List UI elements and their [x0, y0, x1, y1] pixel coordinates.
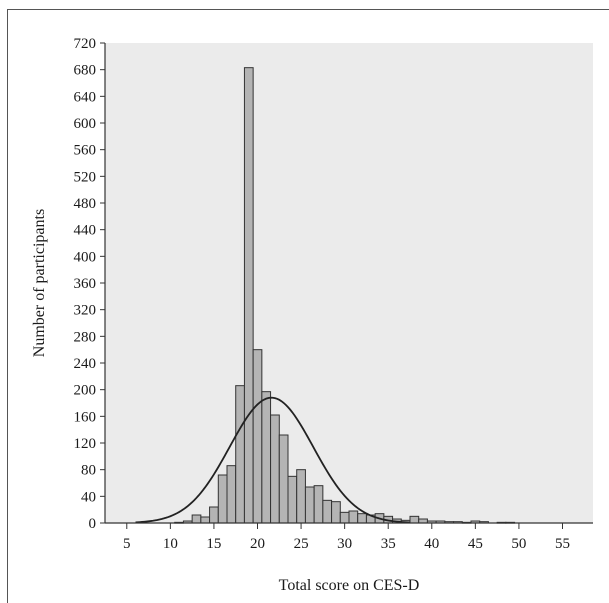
histogram-bar-25 [296, 469, 306, 524]
histogram-bar-30 [339, 511, 350, 524]
y-tick-label-320: 320 [74, 303, 97, 319]
y-tick-label-160: 160 [74, 409, 97, 425]
y-tick-label-480: 480 [74, 196, 97, 212]
y-tick-label-520: 520 [74, 169, 97, 185]
histogram-bar-23 [278, 434, 289, 524]
y-tick-label-600: 600 [74, 116, 97, 132]
histogram-bar-13 [191, 514, 202, 524]
histogram-bar-28 [322, 499, 333, 524]
histogram-bar-29 [331, 501, 341, 524]
histogram-bar-31 [348, 510, 359, 524]
x-tick-label-5: 5 [123, 536, 131, 552]
y-tick-label-360: 360 [74, 276, 97, 292]
histogram-bar-38 [409, 515, 420, 524]
y-tick-label-120: 120 [74, 436, 97, 452]
y-tick-label-240: 240 [74, 356, 97, 372]
histogram-bar-27 [313, 485, 324, 524]
x-tick-label-35: 35 [381, 536, 396, 552]
histogram-bar-22 [270, 414, 280, 524]
y-tick-label-640: 640 [74, 89, 97, 105]
histogram-bar-32 [357, 513, 367, 524]
x-tick-label-10: 10 [163, 536, 178, 552]
chart-frame [7, 9, 609, 603]
y-axis-label: Number of participants [31, 209, 48, 357]
y-tick-label-40: 40 [81, 489, 96, 505]
y-tick-label-680: 680 [74, 63, 97, 79]
histogram-bar-24 [287, 475, 298, 524]
histogram-bar-15 [209, 506, 219, 524]
x-axis-label: Total score on CES-D [279, 577, 420, 594]
y-tick-label-400: 400 [74, 249, 97, 265]
histogram-bar-26 [304, 486, 315, 524]
y-tick-label-560: 560 [74, 143, 97, 159]
axes-layer: 0408012016020024028032036040044048052056… [74, 36, 593, 552]
histogram-bar-21 [261, 391, 272, 524]
y-tick-label-200: 200 [74, 383, 97, 399]
normal-curve [135, 396, 411, 524]
y-tick-label-0: 0 [89, 516, 97, 532]
plot-area [105, 43, 593, 523]
y-tick-label-440: 440 [74, 223, 97, 239]
x-tick-label-25: 25 [294, 536, 309, 552]
x-tick-label-30: 30 [337, 536, 352, 552]
histogram-bar-18 [235, 385, 245, 524]
x-tick-label-55: 55 [555, 536, 570, 552]
x-tick-label-20: 20 [250, 536, 265, 552]
x-tick-label-45: 45 [468, 536, 483, 552]
x-tick-label-50: 50 [511, 536, 526, 552]
histogram-bar-20 [252, 349, 263, 524]
y-tick-label-80: 80 [81, 463, 96, 479]
y-tick-label-280: 280 [74, 329, 97, 345]
y-tick-label-720: 720 [74, 36, 97, 52]
x-tick-label-15: 15 [206, 536, 221, 552]
histogram-bar-19 [243, 67, 254, 524]
histogram-bar-16 [217, 474, 228, 524]
x-tick-label-40: 40 [424, 536, 439, 552]
histogram-bar-17 [226, 465, 237, 524]
histogram-bar-14 [200, 516, 211, 524]
